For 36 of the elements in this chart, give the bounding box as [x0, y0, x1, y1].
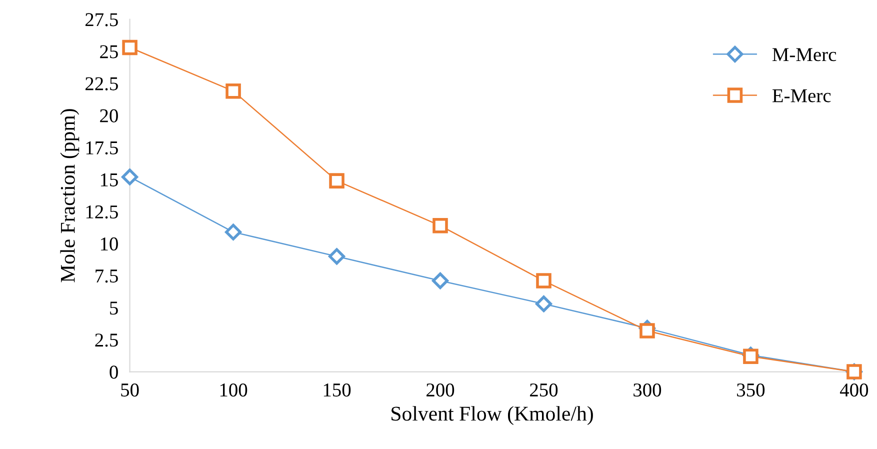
x-tick-label: 300 [634, 383, 662, 397]
point [226, 83, 241, 99]
y-tick-label: 0 [110, 366, 118, 379]
y-axis-title: Mole Fraction (ppm) [60, 109, 80, 282]
point [535, 296, 552, 312]
legend-label: E-Merc [772, 89, 831, 102]
x-tick-label: 50 [121, 383, 139, 397]
y-tick-label: 22.5 [86, 77, 118, 90]
x-tick-label: 200 [426, 383, 454, 397]
point [536, 273, 552, 288]
point [432, 272, 449, 290]
y-tick-label: 20 [100, 109, 118, 122]
legend-label: M-Merc [772, 48, 836, 62]
y-tick-label: 15 [100, 173, 118, 186]
point [743, 348, 758, 364]
x-axis-title: Solvent Flow (Kmole/h) [392, 406, 593, 425]
y-tick-label: 10 [100, 237, 118, 251]
point [225, 224, 242, 240]
point [328, 248, 346, 265]
point [122, 40, 138, 56]
x-tick-label: 250 [530, 383, 558, 397]
point [640, 323, 655, 338]
y-tick-label: 25 [100, 45, 118, 58]
y-tick-label: 17.5 [86, 141, 118, 154]
point [122, 168, 138, 186]
point [329, 173, 344, 188]
y-tick-label: 27.5 [86, 13, 118, 26]
x-tick-label: 350 [737, 383, 765, 397]
x-tick-label: 400 [840, 383, 868, 397]
y-tick-label: 12.5 [86, 205, 118, 219]
y-tick-label: 2.5 [95, 334, 118, 347]
point [432, 218, 448, 234]
x-tick-label: 100 [220, 383, 248, 397]
y-tick-label: 7.5 [96, 270, 118, 283]
y-tick-label: 5 [110, 302, 118, 315]
x-tick-label: 150 [324, 383, 351, 397]
